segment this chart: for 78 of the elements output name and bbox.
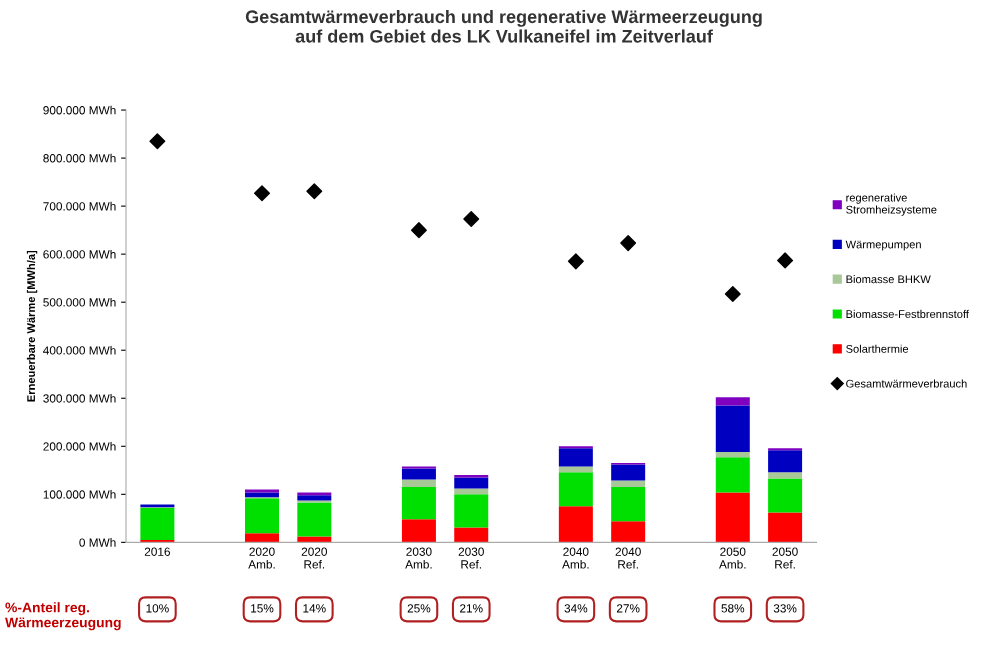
bar xyxy=(297,502,332,537)
bar xyxy=(768,472,803,479)
x-tick-label: 2020 Ref. xyxy=(301,547,327,569)
bar xyxy=(611,480,646,488)
x-tick-label: 2040 Amb. xyxy=(562,547,589,569)
text: 27% xyxy=(616,604,640,613)
text: 15% xyxy=(251,604,274,613)
point xyxy=(306,183,323,200)
bar xyxy=(454,494,489,528)
bar xyxy=(454,477,489,489)
bar xyxy=(245,498,279,534)
point xyxy=(777,252,794,269)
bar xyxy=(715,492,750,543)
y-tick-label: 800.000 MWh xyxy=(43,153,116,163)
y-axis-title: Erneuerbare Wärme [MWh/a] xyxy=(26,250,38,402)
legend-label: regenerative Stromheizsysteme xyxy=(846,193,937,216)
x-tick-label: 2050 Amb. xyxy=(719,547,746,569)
bar xyxy=(297,492,332,496)
bar xyxy=(401,519,436,543)
bar xyxy=(454,475,489,478)
point xyxy=(463,211,480,228)
point xyxy=(254,185,270,202)
y-tick-label: 400.000 MWh xyxy=(43,345,116,355)
bar xyxy=(558,506,593,543)
x-tick-label: 2016 xyxy=(144,547,170,556)
x-tick-label: 2020 Amb. xyxy=(248,547,275,569)
point xyxy=(620,235,637,252)
bar xyxy=(401,468,436,480)
bar xyxy=(611,521,646,543)
bar xyxy=(401,479,436,488)
bar xyxy=(401,487,436,520)
y-tick-label: 600.000 MWh xyxy=(43,249,116,259)
chart-title: Gesamtwärmeverbrauch und regenerative Wärmeerzeugung auf dem Gebiet des LK Vulkaneifel im Zeitverlauf xyxy=(245,9,762,43)
text: %-Anteil reg. Wärmeerzeugung xyxy=(5,602,121,631)
bar xyxy=(768,450,803,473)
bar xyxy=(715,405,750,453)
bar xyxy=(297,495,332,501)
x-tick-label: 2030 Ref. xyxy=(458,547,484,569)
legend-label: Solarthermie xyxy=(846,344,909,353)
y-tick-label: 300.000 MWh xyxy=(43,393,116,403)
text: 34% xyxy=(564,604,588,613)
bar xyxy=(558,466,593,473)
y-tick-label: 700.000 MWh xyxy=(43,201,116,211)
legend-label: Biomasse-Festbrennstoff xyxy=(846,309,969,318)
bar xyxy=(768,512,803,543)
point xyxy=(567,253,584,270)
bar xyxy=(558,472,593,507)
bar xyxy=(715,457,750,493)
x-tick-label: 2040 Ref. xyxy=(615,547,641,569)
text: 14% xyxy=(303,604,326,613)
y-tick-label: 900.000 MWh xyxy=(43,105,116,115)
point xyxy=(410,222,427,239)
bar xyxy=(558,448,593,467)
x-tick-label: 2050 Ref. xyxy=(772,547,798,569)
y-tick-label: 200.000 MWh xyxy=(43,442,116,451)
bar xyxy=(768,478,803,513)
point xyxy=(149,133,166,150)
bar xyxy=(611,464,646,481)
text: 10% xyxy=(146,604,169,613)
legend-label: Biomasse BHKW xyxy=(846,275,931,284)
text: 58% xyxy=(721,604,745,613)
legend-label: Wärmepumpen xyxy=(845,240,921,251)
text: 33% xyxy=(773,604,797,613)
x-tick-label: 2030 Amb. xyxy=(405,547,432,569)
y-tick-label: 100.000 MWh xyxy=(43,490,116,499)
y-tick-label: 500.000 MWh xyxy=(43,297,116,307)
y-tick-label: 0 MWh xyxy=(79,538,116,547)
bar xyxy=(715,452,750,458)
bar xyxy=(715,397,750,406)
legend-label: Gesamtwärmeverbrauch xyxy=(846,379,967,388)
bar xyxy=(454,527,489,543)
point xyxy=(724,286,741,303)
bar xyxy=(245,533,279,543)
bar xyxy=(245,492,279,498)
bar xyxy=(140,507,175,540)
text: 21% xyxy=(460,604,483,613)
bar xyxy=(611,487,646,522)
text: 25% xyxy=(407,604,431,613)
